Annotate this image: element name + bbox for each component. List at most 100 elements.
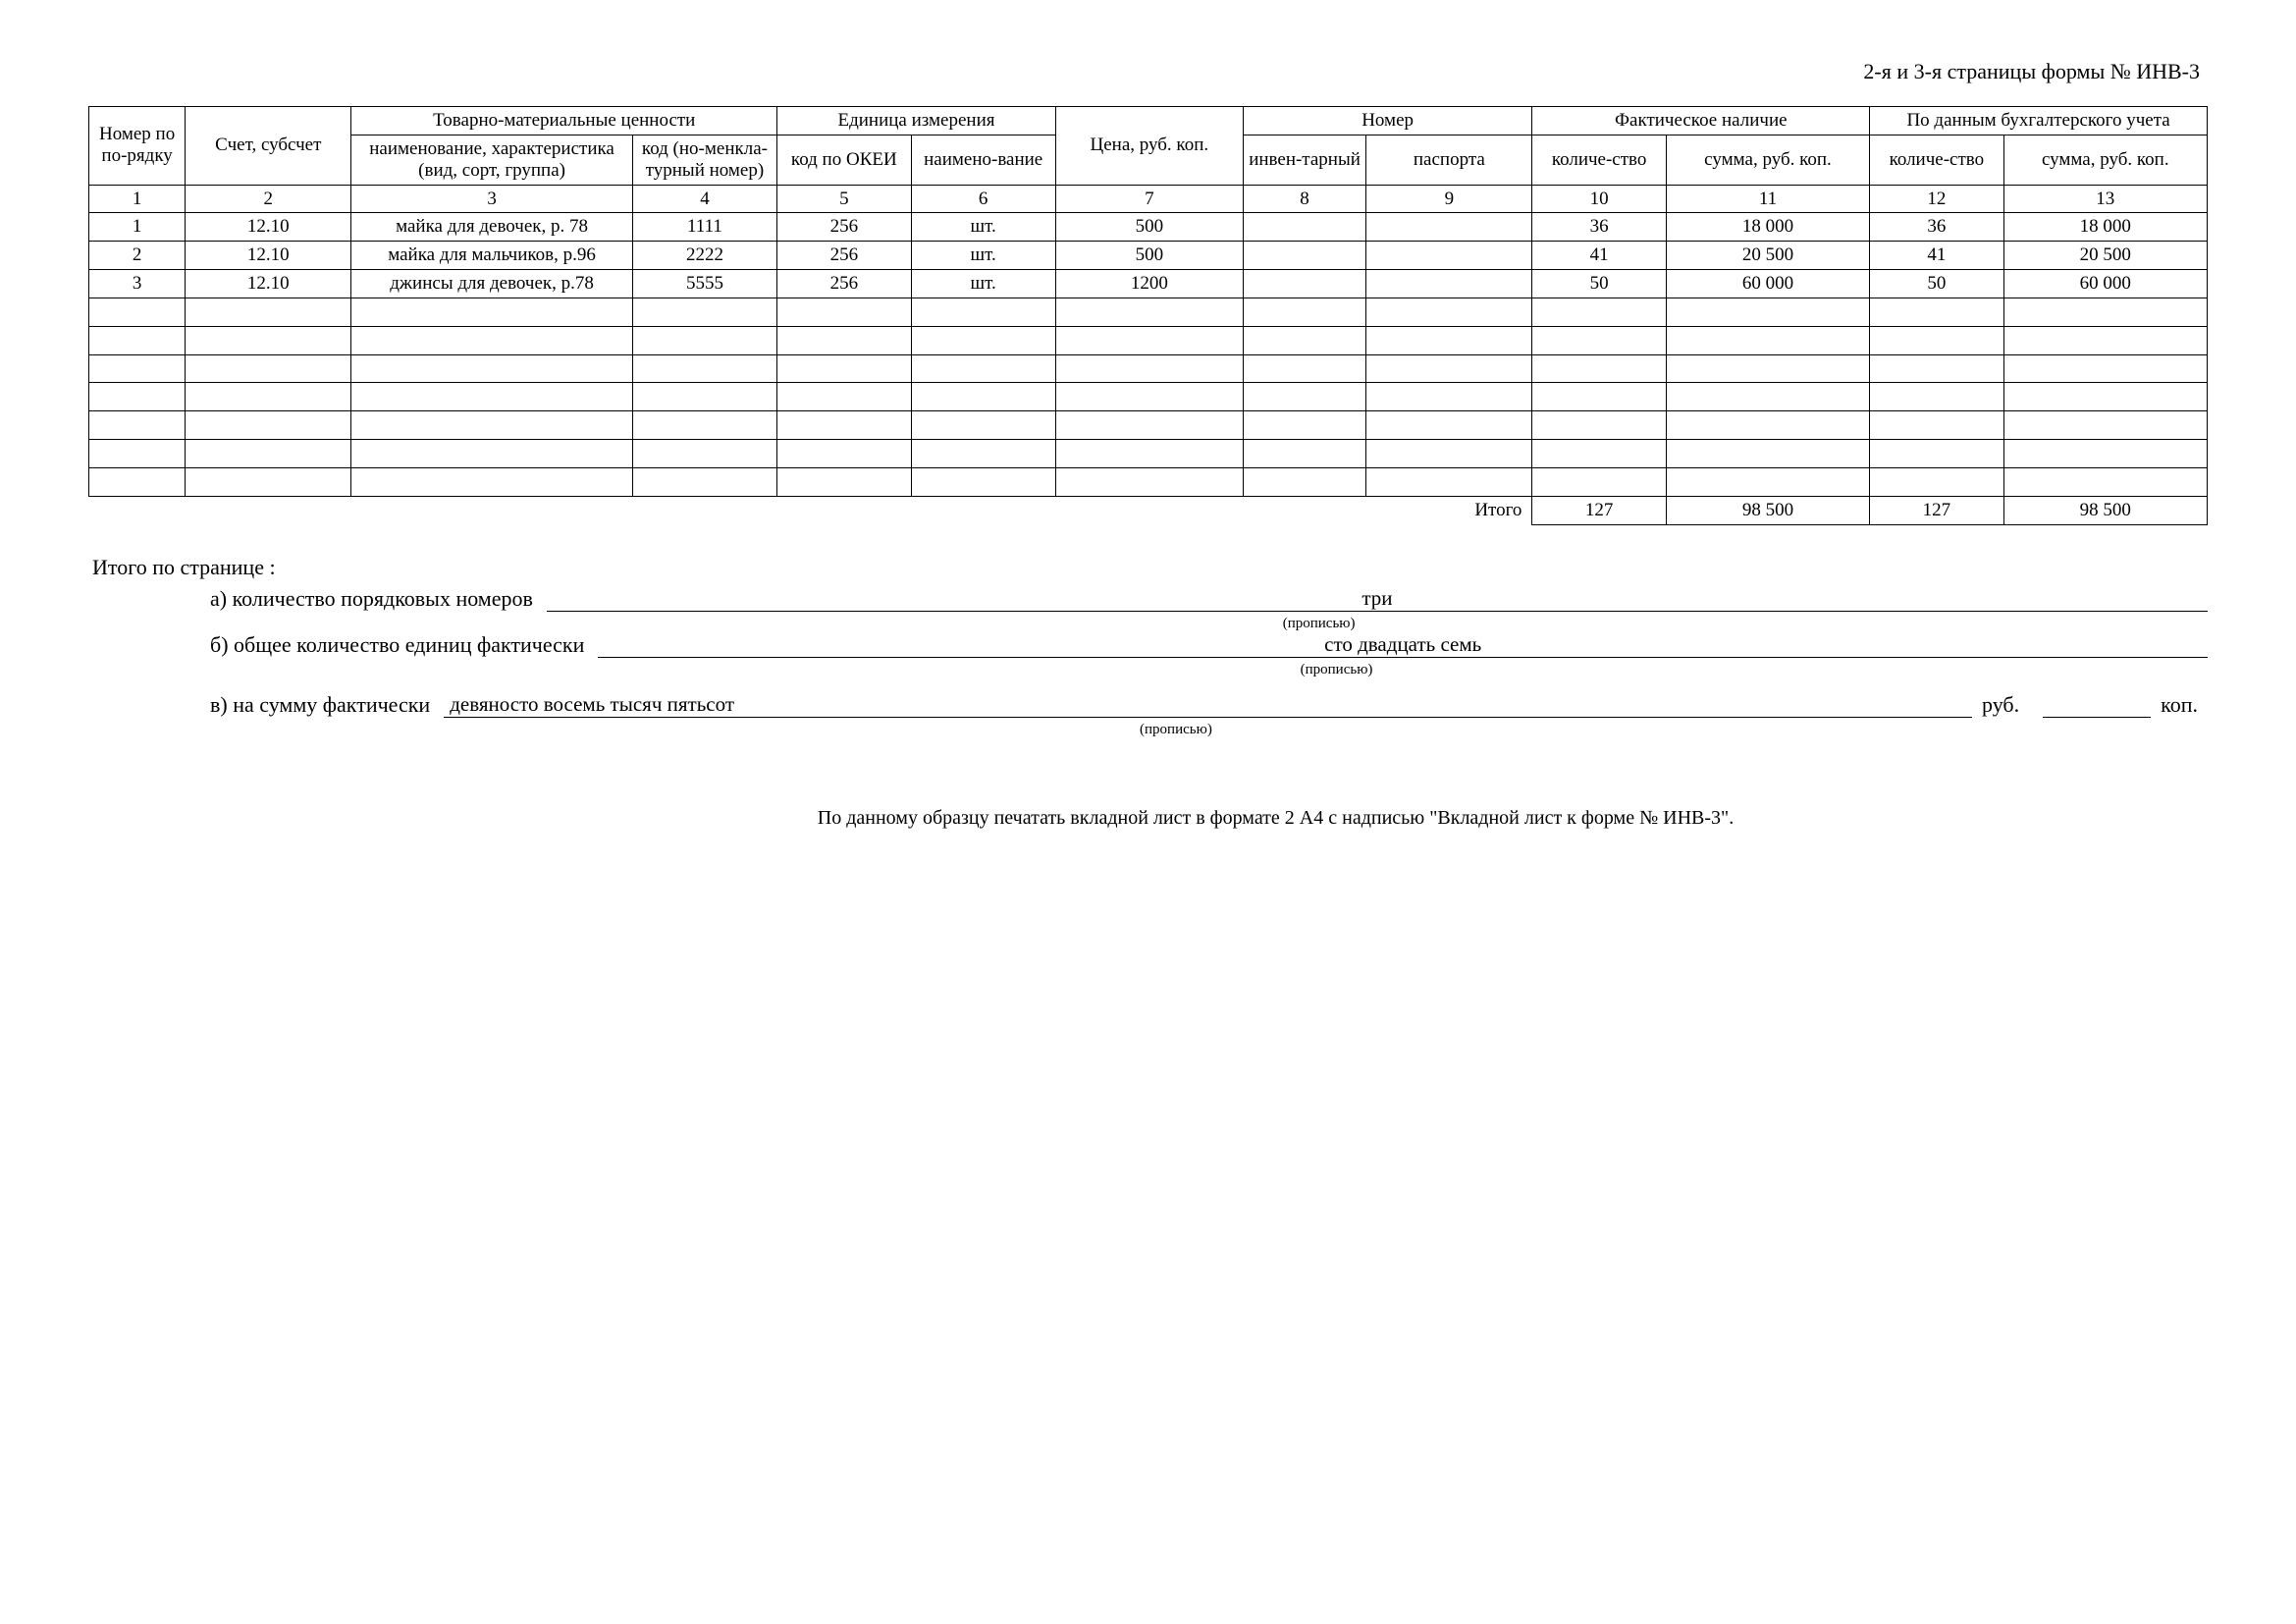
- page-header: 2-я и 3-я страницы формы № ИНВ-3: [88, 59, 2208, 84]
- th-book-qty: количе-ство: [1870, 135, 2003, 185]
- cell-as: [1666, 326, 1869, 354]
- cell-as: [1666, 298, 1869, 326]
- cell-pass: [1366, 298, 1532, 326]
- cell-code: [632, 411, 776, 440]
- column-number-row: 1 2 3 4 5 6 7 8 9 10 11 12 13: [89, 185, 2208, 213]
- cell-name: [351, 298, 632, 326]
- cell-unit: шт.: [911, 242, 1055, 270]
- table-row: [89, 354, 2208, 383]
- cell-inv: [1243, 467, 1366, 496]
- totals-actual-qty: 127: [1532, 496, 1666, 524]
- summary-kop: коп.: [2161, 692, 2198, 718]
- cell-as: 18 000: [1666, 213, 1869, 242]
- cell-bq: 36: [1870, 213, 2003, 242]
- cell-acc: 12.10: [186, 242, 351, 270]
- cell-bs: 18 000: [2003, 213, 2207, 242]
- cell-pass: [1366, 383, 1532, 411]
- col-num: 1: [89, 185, 186, 213]
- cell-price: [1055, 411, 1243, 440]
- cell-unit: шт.: [911, 270, 1055, 298]
- cell-code: [632, 354, 776, 383]
- th-price: Цена, руб. коп.: [1055, 107, 1243, 186]
- cell-inv: [1243, 326, 1366, 354]
- th-actual-qty: количе-ство: [1532, 135, 1666, 185]
- cell-bs: [2003, 440, 2207, 468]
- summary-c-label: в) на сумму фактически: [92, 692, 430, 718]
- cell-okei: [777, 383, 911, 411]
- col-num: 4: [632, 185, 776, 213]
- cell-bq: [1870, 383, 2003, 411]
- summary-title: Итого по странице :: [92, 555, 2208, 580]
- summary-b-value: сто двадцать семь: [598, 632, 2208, 658]
- footnote: По данному образцу печатать вкладной лис…: [88, 807, 2208, 830]
- th-row-no: Номер по по-рядку: [89, 107, 186, 186]
- cell-price: [1055, 354, 1243, 383]
- th-unit-name: наимено-вание: [911, 135, 1055, 185]
- cell-aq: [1532, 298, 1666, 326]
- cell-pass: [1366, 354, 1532, 383]
- cell-code: [632, 440, 776, 468]
- cell-price: [1055, 298, 1243, 326]
- totals-label: Итого: [1366, 496, 1532, 524]
- cell-n: [89, 383, 186, 411]
- summary-rub: руб.: [1982, 692, 2019, 718]
- cell-price: [1055, 326, 1243, 354]
- cell-bq: [1870, 467, 2003, 496]
- cell-name: [351, 440, 632, 468]
- totals-row: Итого 127 98 500 127 98 500: [89, 496, 2208, 524]
- cell-acc: [186, 467, 351, 496]
- cell-pass: [1366, 411, 1532, 440]
- th-unit-code: код по ОКЕИ: [777, 135, 911, 185]
- col-num: 8: [1243, 185, 1366, 213]
- cell-aq: [1532, 440, 1666, 468]
- cell-aq: [1532, 326, 1666, 354]
- inventory-table: Номер по по-рядку Счет, субсчет Товарно-…: [88, 106, 2208, 525]
- summary-b-label: б) общее количество единиц фактически: [92, 632, 584, 658]
- cell-name: [351, 383, 632, 411]
- cell-code: [632, 326, 776, 354]
- col-num: 2: [186, 185, 351, 213]
- cell-bs: [2003, 298, 2207, 326]
- cell-bs: [2003, 467, 2207, 496]
- cell-unit: шт.: [911, 213, 1055, 242]
- cell-n: [89, 467, 186, 496]
- cell-inv: [1243, 411, 1366, 440]
- cell-name: [351, 411, 632, 440]
- col-num: 6: [911, 185, 1055, 213]
- col-num: 13: [2003, 185, 2207, 213]
- col-num: 7: [1055, 185, 1243, 213]
- cell-name: [351, 326, 632, 354]
- cell-n: 3: [89, 270, 186, 298]
- cell-okei: [777, 467, 911, 496]
- totals-book-qty: 127: [1870, 496, 2003, 524]
- cell-n: 1: [89, 213, 186, 242]
- col-num: 10: [1532, 185, 1666, 213]
- th-actual-amount: сумма, руб. коп.: [1666, 135, 1869, 185]
- cell-n: [89, 298, 186, 326]
- cell-bs: 20 500: [2003, 242, 2207, 270]
- cell-as: [1666, 440, 1869, 468]
- table-row: [89, 298, 2208, 326]
- cell-okei: 256: [777, 242, 911, 270]
- cell-price: [1055, 383, 1243, 411]
- summary-c-hint: (прописью): [360, 722, 1992, 738]
- cell-acc: [186, 298, 351, 326]
- cell-okei: [777, 354, 911, 383]
- table-body: 112.10майка для девочек, р. 781111256шт.…: [89, 213, 2208, 496]
- cell-code: [632, 298, 776, 326]
- cell-price: [1055, 440, 1243, 468]
- cell-code: 2222: [632, 242, 776, 270]
- table-row: 212.10майка для мальчиков, р.962222256шт…: [89, 242, 2208, 270]
- cell-unit: [911, 440, 1055, 468]
- th-book-amount: сумма, руб. коп.: [2003, 135, 2207, 185]
- cell-pass: [1366, 242, 1532, 270]
- cell-acc: [186, 383, 351, 411]
- cell-name: [351, 467, 632, 496]
- cell-n: 2: [89, 242, 186, 270]
- cell-unit: [911, 354, 1055, 383]
- cell-n: [89, 326, 186, 354]
- th-number-group: Номер: [1243, 107, 1532, 135]
- cell-inv: [1243, 213, 1366, 242]
- cell-code: 1111: [632, 213, 776, 242]
- cell-bq: [1870, 326, 2003, 354]
